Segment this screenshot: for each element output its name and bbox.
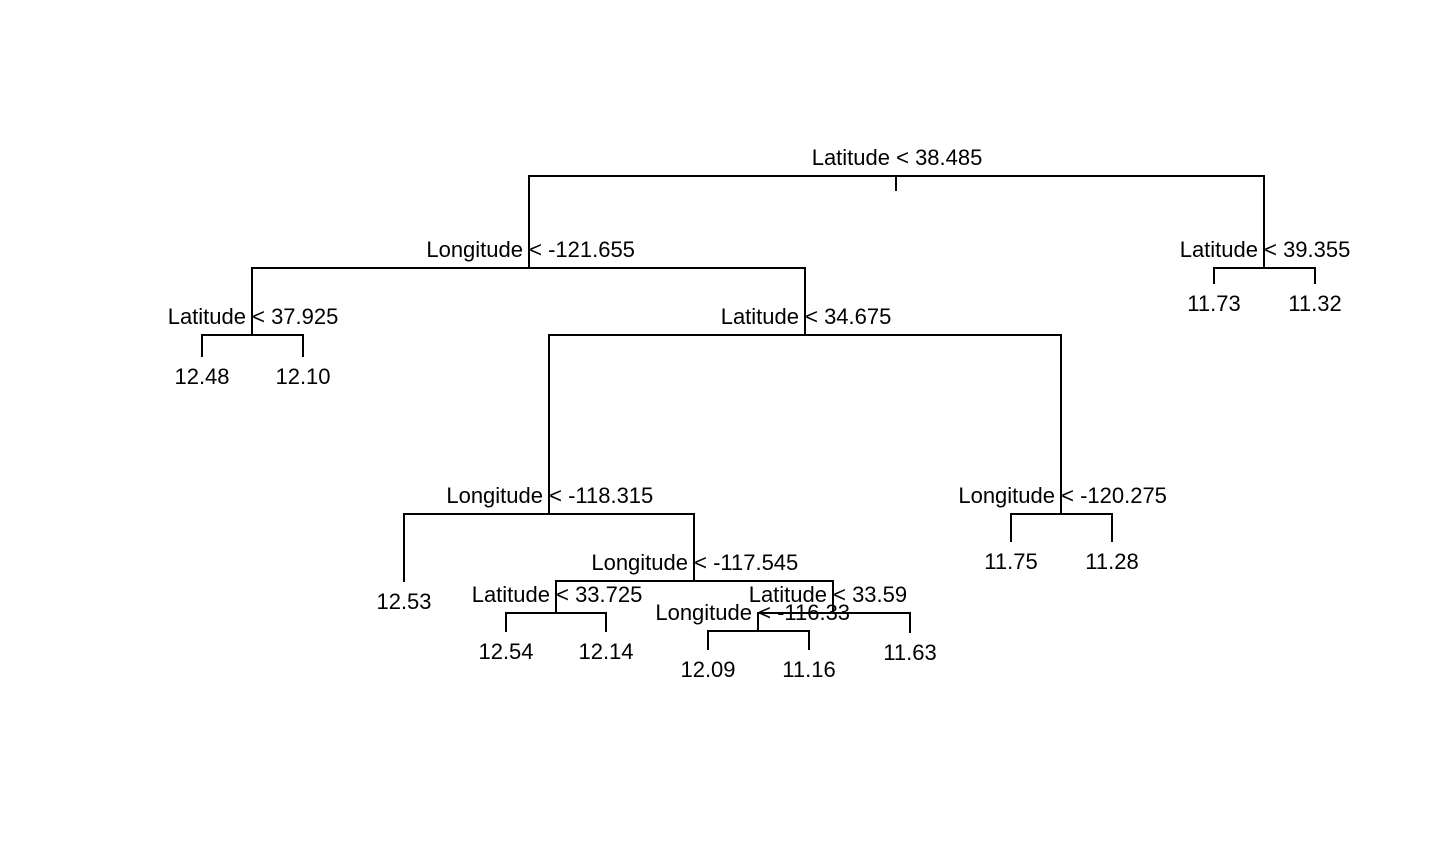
split-label-n9: Longitude < -120.275 xyxy=(958,483,1167,508)
split-label-n8: Longitude < -116.33 xyxy=(655,600,850,625)
split-label-n3: Latitude < 34.675 xyxy=(721,304,892,329)
leaf-value-l2: 12.10 xyxy=(275,364,330,389)
tree-branches xyxy=(201,175,1316,650)
leaf-value-l8: 11.63 xyxy=(883,640,936,665)
tree-labels: Latitude < 38.485 Longitude < -121.655 Lat… xyxy=(168,145,1351,682)
split-label-n7: Latitude < 33.59 xyxy=(749,582,907,607)
split-label-n1: Longitude < -121.655 xyxy=(426,237,635,262)
leaf-value-l7: 11.16 xyxy=(782,657,835,682)
split-label-n5: Longitude < -117.545 xyxy=(591,550,798,575)
leaf-value-l6: 12.09 xyxy=(680,657,735,682)
leaf-value-l4: 12.54 xyxy=(478,639,533,664)
split-label-root: Latitude < 38.485 xyxy=(812,145,983,170)
leaf-value-l3: 12.53 xyxy=(376,589,431,614)
split-label-n4: Longitude < -118.315 xyxy=(446,483,653,508)
leaf-value-l10: 11.28 xyxy=(1085,549,1138,574)
leaf-value-l11: 11.73 xyxy=(1187,291,1240,316)
split-label-n6: Latitude < 33.725 xyxy=(472,582,643,607)
leaf-value-l1: 12.48 xyxy=(174,364,229,389)
split-label-n10: Latitude < 39.355 xyxy=(1180,237,1351,262)
leaf-value-l12: 11.32 xyxy=(1288,291,1341,316)
split-label-n2: Latitude < 37.925 xyxy=(168,304,339,329)
leaf-value-l9: 11.75 xyxy=(984,549,1037,574)
leaf-value-l5: 12.14 xyxy=(578,639,633,664)
